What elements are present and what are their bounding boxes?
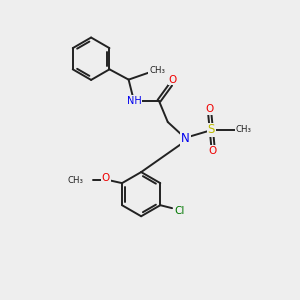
Text: CH₃: CH₃ — [149, 66, 165, 75]
Text: O: O — [102, 173, 110, 183]
Text: Cl: Cl — [174, 206, 184, 216]
Text: NH: NH — [127, 96, 141, 106]
Text: CH₃: CH₃ — [236, 125, 252, 134]
Text: N: N — [181, 132, 190, 145]
Text: O: O — [206, 104, 214, 114]
Text: O: O — [169, 75, 177, 85]
Text: S: S — [208, 124, 215, 136]
Text: CH₃: CH₃ — [67, 176, 83, 185]
Text: O: O — [209, 146, 217, 156]
